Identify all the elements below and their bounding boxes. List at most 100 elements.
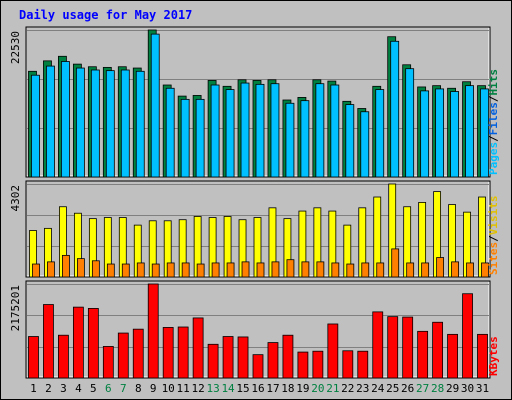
bar-kbytes — [222, 336, 234, 379]
panel-visits-sites: 4302 Sites/Visits — [9, 180, 500, 278]
bar-sites — [226, 262, 235, 278]
x-tick-label: 5 — [90, 382, 97, 395]
chart-title: Daily usage for May 2017 — [19, 8, 192, 22]
chart-panels: 22530 Pages/Files/Hits 4302 Sites / Visits 217… — [9, 26, 500, 379]
bar-files — [61, 61, 70, 178]
legend-entry: / — [487, 135, 500, 142]
bar-files — [210, 84, 220, 178]
bar-files — [90, 69, 100, 178]
bar-files — [180, 98, 190, 178]
bar-files — [465, 85, 474, 178]
bar-kbytes — [117, 332, 129, 379]
bar-files — [270, 83, 280, 178]
bar-files — [450, 91, 459, 178]
x-tick-label: 9 — [150, 382, 157, 395]
bar-files — [255, 83, 265, 178]
x-tick-label: 27 — [416, 382, 429, 395]
bar-kbytes — [312, 350, 324, 379]
bar-files — [480, 88, 489, 178]
bar-kbytes — [43, 304, 54, 379]
bar-sites — [121, 263, 130, 278]
legend-hits-files-pages: Pages/Files/Hits — [487, 69, 500, 175]
legend-entry: Visits — [487, 196, 500, 236]
y-max-label: 22530 — [9, 31, 22, 64]
x-tick-label: 13 — [206, 382, 219, 395]
bar-kbytes — [342, 350, 354, 379]
bar-sites — [421, 262, 430, 278]
x-tick-label: 11 — [177, 382, 190, 395]
bar-sites — [271, 261, 280, 278]
x-tick-label: 23 — [356, 382, 369, 395]
x-tick-label: 21 — [326, 382, 339, 395]
bar-kbytes — [207, 343, 219, 379]
legend-entry: / — [487, 95, 500, 102]
bar-sites — [241, 261, 250, 278]
bar-sites — [76, 258, 85, 278]
bar-sites — [406, 262, 415, 278]
x-tick-label: 14 — [221, 382, 235, 395]
bar-files — [330, 84, 340, 178]
x-tick-label: 15 — [236, 382, 249, 395]
bar-sites — [436, 257, 445, 278]
bar-sites — [136, 262, 145, 278]
bar-kbytes — [72, 306, 84, 379]
bar-sites — [301, 261, 310, 278]
bar-kbytes — [297, 351, 309, 379]
x-tick-label: 25 — [386, 382, 399, 395]
bar-sites — [211, 262, 220, 278]
bar-files — [420, 90, 430, 178]
x-axis-labels: 1 2 3 4 5 6 7 8 9 10 11 12 13 14 15 16 17 18 19 20 21 22 23 24 2… — [30, 382, 489, 395]
x-tick-label: 20 — [311, 382, 324, 395]
bar-files — [435, 88, 445, 178]
bar-files — [300, 100, 310, 178]
bar-kbytes — [132, 328, 144, 379]
x-tick-label: 26 — [401, 382, 414, 395]
legend-entry: Sites — [487, 242, 500, 275]
bar-sites — [256, 262, 265, 278]
bar-kbytes — [102, 346, 114, 379]
y-max-label: 4302 — [9, 185, 22, 212]
bar-sites — [106, 263, 115, 278]
bar-sites — [91, 260, 100, 278]
bar-sites — [151, 263, 160, 278]
bar-kbytes — [327, 323, 339, 379]
bar-files — [165, 87, 175, 178]
bar-files — [375, 89, 385, 178]
bar-kbytes — [237, 336, 249, 379]
bar-sites — [376, 262, 385, 278]
bar-sites — [451, 261, 459, 278]
bar-kbytes — [252, 354, 264, 379]
bar-sites — [32, 263, 40, 278]
x-tick-label: 24 — [371, 382, 385, 395]
y-max-label: 2175201 — [9, 285, 22, 331]
bar-kbytes — [162, 327, 174, 379]
x-tick-label: 30 — [461, 382, 474, 395]
bar-kbytes — [387, 316, 399, 379]
bar-sites — [346, 263, 355, 278]
legend-entry: KBytes — [487, 336, 500, 376]
x-tick-label: 29 — [446, 382, 459, 395]
bar-sites — [166, 262, 175, 278]
bar-files — [240, 82, 250, 178]
bar-kbytes — [147, 283, 159, 379]
bar-files — [390, 40, 400, 178]
x-tick-label: 4 — [75, 382, 82, 395]
bar-kbytes — [447, 333, 458, 379]
legend-kbytes: KBytes — [487, 336, 500, 376]
x-tick-label: 28 — [431, 382, 444, 395]
legend-entry: Hits — [487, 69, 500, 96]
x-tick-label: 2 — [45, 382, 52, 395]
bar-kbytes — [87, 308, 99, 379]
bar-kbytes — [417, 330, 429, 379]
x-tick-label: 6 — [105, 382, 112, 395]
x-tick-label: 3 — [60, 382, 67, 395]
bar-files — [120, 69, 130, 178]
bar-sites — [181, 262, 190, 278]
x-tick-label: 31 — [476, 382, 489, 395]
x-tick-label: 18 — [281, 382, 294, 395]
bar-sites — [361, 262, 370, 278]
bar-kbytes — [192, 317, 204, 379]
x-tick-label: 7 — [120, 382, 127, 395]
bar-files — [405, 68, 415, 178]
